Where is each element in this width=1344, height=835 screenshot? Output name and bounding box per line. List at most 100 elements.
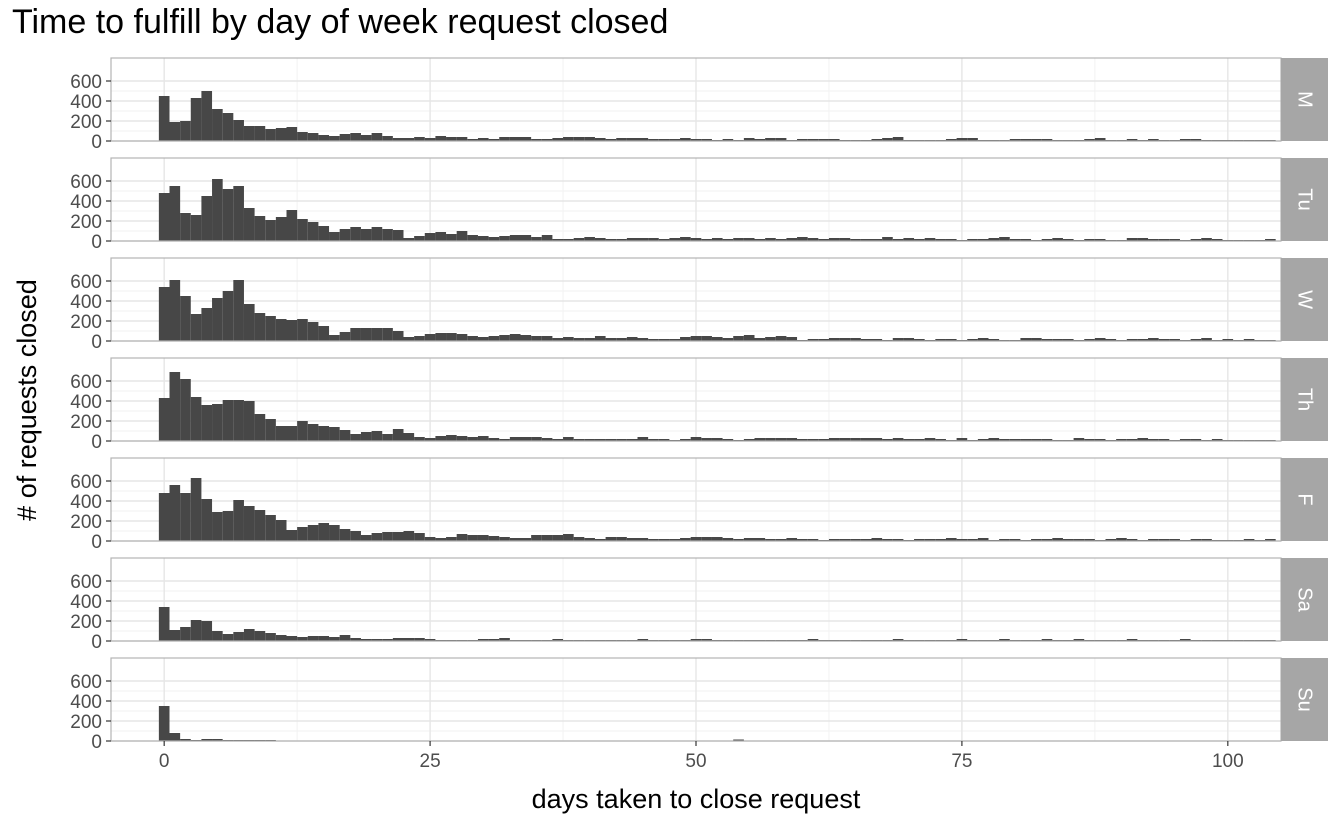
histogram-bar [318, 523, 330, 541]
histogram-bar [637, 238, 649, 241]
histogram-bar [733, 739, 744, 741]
y-tick-label: 600 [70, 72, 102, 93]
histogram-bar [424, 334, 436, 341]
histogram-bar [701, 336, 712, 341]
histogram-bar [339, 635, 351, 641]
histogram-bar [403, 433, 415, 441]
histogram-bar [637, 639, 649, 641]
histogram-bar [435, 333, 447, 341]
histogram-bar [456, 436, 468, 441]
histogram-bar [871, 239, 883, 241]
histogram-bar [1041, 539, 1053, 541]
histogram-bar [573, 238, 585, 241]
histogram-bar [243, 401, 255, 441]
histogram-bar [1126, 439, 1138, 441]
histogram-bar [1105, 339, 1117, 341]
histogram-bar [669, 139, 681, 141]
histogram-bar [999, 237, 1010, 241]
histogram-bar [637, 138, 649, 141]
histogram-bar [169, 122, 181, 141]
histogram-bar [860, 438, 872, 441]
histogram-bar [733, 539, 744, 541]
histogram-bar [882, 237, 893, 241]
histogram-bar [350, 638, 361, 641]
histogram-bar [807, 439, 819, 441]
x-tick-label: 100 [1212, 751, 1244, 772]
histogram-bar [499, 335, 510, 341]
histogram-bar [265, 515, 276, 541]
histogram-bar [871, 438, 883, 441]
histogram-bar [967, 138, 978, 141]
histogram-bar [456, 137, 468, 141]
histogram-bar [743, 138, 755, 141]
histogram-bar [690, 336, 702, 341]
histogram-bar [371, 328, 383, 341]
histogram-bar [733, 336, 744, 341]
y-tick-label: 600 [70, 272, 102, 293]
histogram-bar [807, 238, 819, 241]
histogram-bar [860, 539, 872, 541]
histogram-bar [786, 538, 798, 541]
histogram-bar [584, 137, 595, 141]
histogram-bar [180, 296, 191, 341]
histogram-bar [871, 339, 883, 341]
histogram-bar [265, 220, 276, 241]
histogram-bar [775, 539, 787, 541]
y-tick-label: 400 [70, 592, 102, 613]
histogram-bar [541, 235, 553, 241]
histogram-bar [243, 304, 255, 341]
histogram-bar [626, 439, 638, 441]
histogram-bar [339, 134, 351, 141]
histogram-bar [1041, 339, 1053, 341]
histogram-bar [158, 287, 170, 341]
histogram-bar [797, 439, 808, 441]
histogram-bar [818, 239, 829, 241]
histogram-bar [1009, 539, 1021, 541]
histogram-bar [1201, 238, 1212, 241]
histogram-bar [541, 139, 553, 141]
histogram-bar [552, 639, 564, 641]
histogram-bar [637, 338, 649, 341]
histogram-bar [1020, 338, 1032, 341]
histogram-bar [509, 437, 521, 441]
histogram-bar [658, 239, 670, 241]
histogram-bar [169, 280, 181, 341]
histogram-bar [658, 439, 670, 441]
histogram-bar [839, 238, 851, 241]
histogram-bar [945, 339, 957, 341]
histogram-bar [1084, 139, 1095, 141]
histogram-bar [297, 219, 308, 241]
histogram-bar [360, 328, 372, 341]
histogram-bar [201, 308, 213, 341]
histogram-bar [180, 739, 191, 741]
histogram-bar [1201, 539, 1212, 541]
histogram-bar [467, 139, 478, 141]
histogram-bar [786, 337, 798, 341]
histogram-bar [765, 438, 776, 441]
histogram-bar [371, 133, 383, 141]
histogram-bar [1031, 439, 1042, 441]
histogram-bar [945, 139, 957, 141]
histogram-bar [680, 337, 691, 341]
histogram-bar [190, 620, 202, 641]
histogram-bar [158, 398, 170, 441]
histogram-bar [488, 237, 500, 241]
histogram-bar [329, 525, 340, 541]
x-tick-label: 0 [159, 751, 170, 772]
histogram-bar [371, 227, 383, 241]
histogram-bar [914, 339, 925, 341]
histogram-bar [286, 320, 298, 341]
histogram-bar [775, 239, 787, 241]
histogram-bar [329, 232, 340, 241]
histogram-bar [318, 426, 330, 441]
histogram-bar [233, 120, 244, 141]
histogram-bar [275, 635, 287, 641]
histogram-bar [797, 237, 808, 241]
histogram-bar [243, 629, 255, 641]
histogram-bar [424, 639, 436, 641]
histogram-bar [892, 438, 904, 441]
histogram-bar [754, 538, 766, 541]
histogram-bar [935, 439, 946, 441]
